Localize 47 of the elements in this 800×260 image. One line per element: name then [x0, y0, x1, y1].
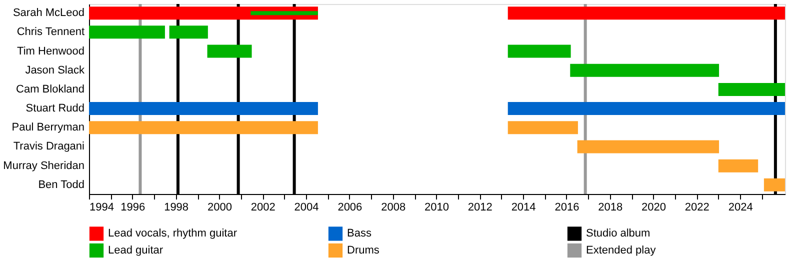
bar: [508, 6, 785, 20]
bar: [718, 82, 785, 96]
legend-label: Extended play: [586, 244, 656, 256]
legend-label: Lead vocals, rhythm guitar: [108, 228, 238, 240]
legend-label: Studio album: [586, 228, 650, 240]
bar: [207, 44, 252, 58]
x-tick-label: 2000: [207, 202, 232, 214]
legend-label: Bass: [347, 228, 372, 240]
bar: [89, 6, 318, 20]
x-tick-label: 2012: [468, 202, 492, 214]
bar: [570, 64, 720, 77]
x-tick-label: 2006: [338, 202, 362, 214]
y-tick-label: Cam Blokland: [16, 83, 84, 96]
bar: [718, 159, 758, 172]
bar: [89, 102, 318, 116]
bar: [764, 178, 785, 192]
y-tick-label: Jason Slack: [25, 64, 85, 76]
x-tick-label: 2004: [294, 202, 319, 214]
x-tick-label: 2022: [684, 202, 710, 214]
x-tick-label: 2010: [424, 202, 449, 214]
bar: [89, 121, 318, 134]
x-tick-label: 2018: [598, 202, 623, 214]
y-tick-label: Paul Berryman: [12, 122, 84, 134]
bar: [577, 140, 720, 154]
x-tick-label: 1994: [90, 202, 114, 214]
bar: [508, 44, 571, 58]
y-tick-label: Ben Todd: [38, 178, 84, 191]
x-tick-label: 2024: [728, 202, 753, 214]
x-tick-label: 2008: [381, 202, 406, 214]
x-tick-label: 2016: [554, 202, 580, 214]
legend-label: Drums: [347, 244, 380, 256]
y-tick-label: Travis Dragani: [13, 140, 84, 153]
x-tick-label: 2014: [511, 202, 536, 214]
bar: [169, 26, 208, 39]
legend-label: Lead guitar: [108, 244, 164, 256]
bar: [89, 26, 165, 39]
x-tick-label: 1998: [164, 202, 189, 214]
y-tick-label: Sarah McLeod: [12, 7, 84, 20]
bar: [508, 102, 785, 116]
x-tick-label: 2020: [642, 202, 666, 214]
y-tick-label: Murray Sheridan: [3, 160, 84, 172]
y-tick-label: Chris Tennent: [16, 26, 84, 38]
x-tick-label: 1996: [120, 202, 146, 214]
y-tick-label: Stuart Rudd: [26, 102, 84, 115]
x-tick-label: 2002: [250, 202, 276, 214]
y-tick-label: Tim Henwood: [17, 45, 84, 58]
bar: [508, 121, 578, 134]
